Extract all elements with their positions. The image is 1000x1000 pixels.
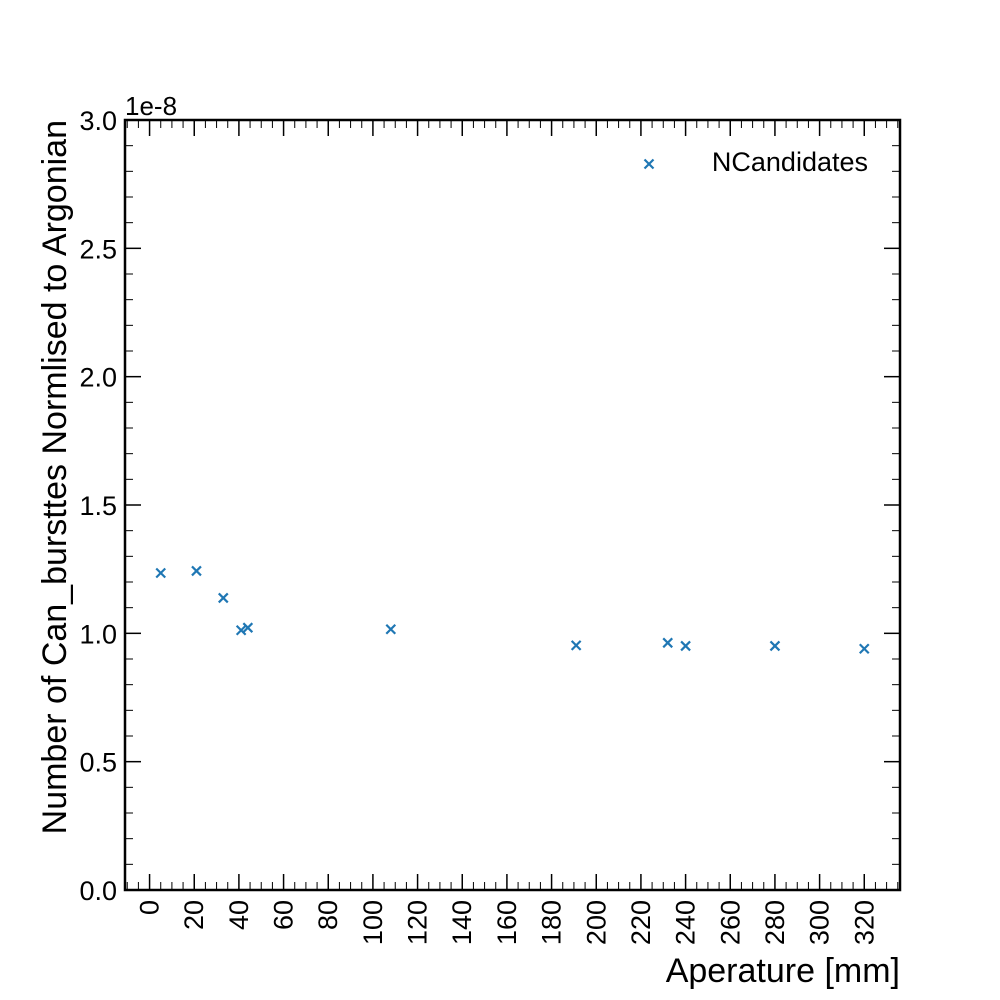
x-tick-label: 60 — [269, 900, 299, 930]
legend: NCandidates — [643, 147, 868, 177]
data-point — [662, 637, 674, 649]
legend-x-marker — [643, 158, 655, 170]
x-tick-label: 100 — [358, 900, 388, 945]
y-tick-label: 3.0 — [79, 106, 117, 136]
x-axis-label: Aperature [mm] — [666, 952, 900, 990]
x-tick-label: 40 — [224, 900, 254, 930]
data-point — [858, 643, 870, 655]
x-tick-label: 0 — [135, 900, 165, 915]
x-tick-label: 320 — [849, 900, 879, 945]
y-offset-label: 1e-8 — [125, 91, 177, 121]
x-tick-label: 20 — [179, 900, 209, 930]
x-tick-label: 280 — [760, 900, 790, 945]
x-tick-label: 160 — [492, 900, 522, 945]
y-axis-ticks: 0.0 0.5 1.0 1.5 2.0 2.5 3.0 — [79, 106, 900, 906]
x-tick-label: 220 — [626, 900, 656, 945]
legend-label: NCandidates — [712, 147, 868, 177]
y-tick-label: 0.0 — [79, 876, 117, 906]
y-tick-label: 2.0 — [79, 363, 117, 393]
data-point — [155, 567, 167, 579]
data-point — [191, 565, 202, 577]
x-tick-label: 240 — [671, 900, 701, 945]
data-point — [769, 640, 781, 652]
x-tick-label: 80 — [313, 900, 343, 930]
y-tick-label: 2.5 — [79, 234, 117, 264]
data-point — [217, 592, 229, 604]
legend-marker — [643, 158, 655, 170]
x-tick-label: 260 — [715, 900, 745, 945]
data-points — [155, 565, 870, 655]
data-point — [680, 640, 691, 652]
x-tick-label: 140 — [447, 900, 477, 945]
plot-area — [125, 120, 900, 890]
y-axis-label: Number of Can_bursttes Normlised to Argo… — [36, 120, 74, 834]
x-tick-label: 200 — [581, 900, 611, 945]
y-tick-label: 1.0 — [79, 619, 117, 649]
x-tick-label: 300 — [805, 900, 835, 945]
data-point — [235, 624, 247, 636]
x-tick-label: 120 — [403, 900, 433, 945]
minor-ticks — [125, 120, 900, 890]
data-point — [385, 623, 397, 635]
y-tick-label: 1.5 — [79, 491, 117, 521]
plot-frame — [123, 118, 902, 892]
data-point — [242, 622, 254, 633]
x-tick-label: 180 — [537, 900, 567, 945]
data-point — [570, 640, 582, 651]
y-tick-label: 0.5 — [79, 748, 117, 778]
x-axis-ticks: 0 20 40 60 80 100 120 140 160 180 200 220 240 260 280 3… — [135, 120, 879, 945]
